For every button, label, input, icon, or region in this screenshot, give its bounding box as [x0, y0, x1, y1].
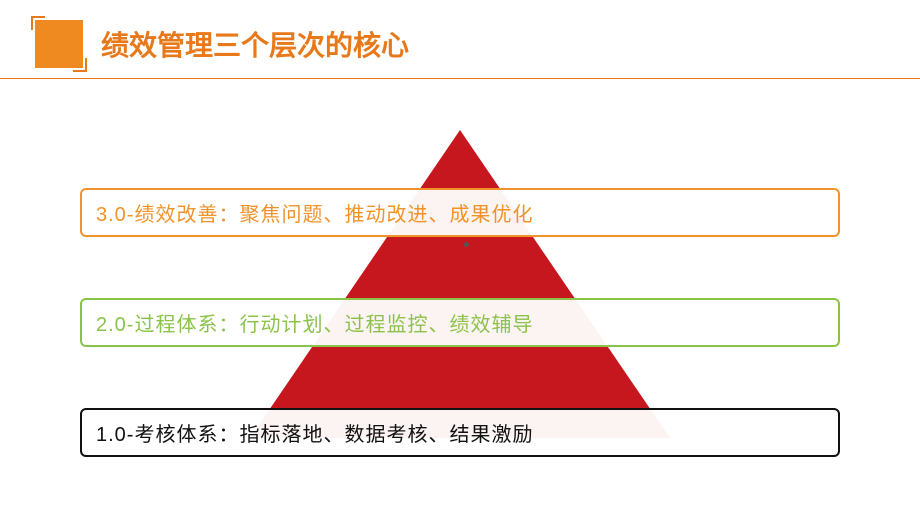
header-divider: [0, 78, 920, 79]
level-2-box: 2.0-过程体系：行动计划、过程监控、绩效辅导: [80, 298, 840, 347]
header-bullet-wrap: [35, 20, 83, 68]
center-dot-icon: [464, 242, 469, 247]
slide-title: 绩效管理三个层次的核心: [101, 24, 409, 64]
pyramid-icon: [250, 130, 670, 438]
level-3-box: 3.0-绩效改善：聚焦问题、推动改进、成果优化: [80, 188, 840, 237]
level-1-box: 1.0-考核体系：指标落地、数据考核、结果激励: [80, 408, 840, 457]
slide-header: 绩效管理三个层次的核心: [35, 20, 409, 68]
corner-br-icon: [73, 58, 87, 72]
corner-tl-icon: [31, 16, 45, 30]
